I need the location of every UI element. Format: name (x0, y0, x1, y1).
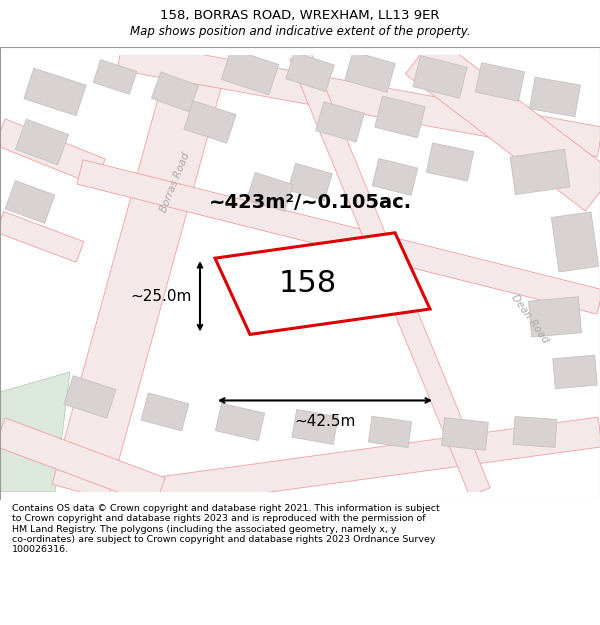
Polygon shape (64, 376, 116, 418)
Polygon shape (288, 163, 332, 201)
Polygon shape (0, 119, 105, 185)
Polygon shape (292, 409, 338, 444)
Polygon shape (151, 72, 199, 112)
Polygon shape (77, 160, 600, 314)
Polygon shape (118, 40, 600, 157)
Text: ~25.0m: ~25.0m (131, 289, 192, 304)
Text: 158, BORRAS ROAD, WREXHAM, LL13 9ER: 158, BORRAS ROAD, WREXHAM, LL13 9ER (160, 9, 440, 22)
Polygon shape (406, 36, 600, 211)
Polygon shape (553, 355, 597, 389)
Polygon shape (5, 181, 55, 223)
Polygon shape (141, 393, 189, 431)
Polygon shape (184, 101, 236, 143)
Polygon shape (290, 51, 490, 496)
Polygon shape (24, 68, 86, 116)
Polygon shape (529, 297, 581, 337)
Polygon shape (413, 56, 467, 98)
Polygon shape (215, 232, 430, 334)
Polygon shape (372, 159, 418, 196)
Polygon shape (316, 102, 364, 142)
Polygon shape (221, 49, 279, 95)
Text: ~42.5m: ~42.5m (295, 414, 356, 429)
Polygon shape (158, 417, 600, 507)
Text: Map shows position and indicative extent of the property.: Map shows position and indicative extent… (130, 26, 470, 39)
Polygon shape (16, 119, 68, 164)
Polygon shape (0, 372, 70, 492)
Polygon shape (551, 212, 599, 272)
Text: ~423m²/~0.105ac.: ~423m²/~0.105ac. (208, 192, 412, 212)
Polygon shape (375, 96, 425, 138)
Polygon shape (368, 416, 412, 447)
Text: Contains OS data © Crown copyright and database right 2021. This information is : Contains OS data © Crown copyright and d… (12, 504, 440, 554)
Polygon shape (0, 212, 84, 262)
Text: Dean Road: Dean Road (509, 293, 551, 346)
Polygon shape (286, 52, 334, 92)
Polygon shape (52, 48, 228, 499)
Text: Borras Road: Borras Road (158, 151, 191, 213)
Polygon shape (510, 149, 570, 194)
Polygon shape (530, 77, 580, 117)
Polygon shape (513, 416, 557, 447)
Polygon shape (247, 173, 293, 211)
Polygon shape (475, 62, 524, 101)
Polygon shape (442, 418, 488, 450)
Polygon shape (0, 418, 165, 506)
Text: 158: 158 (278, 269, 337, 298)
Polygon shape (427, 143, 473, 181)
Polygon shape (93, 59, 137, 94)
Polygon shape (345, 51, 395, 92)
Polygon shape (215, 403, 265, 441)
